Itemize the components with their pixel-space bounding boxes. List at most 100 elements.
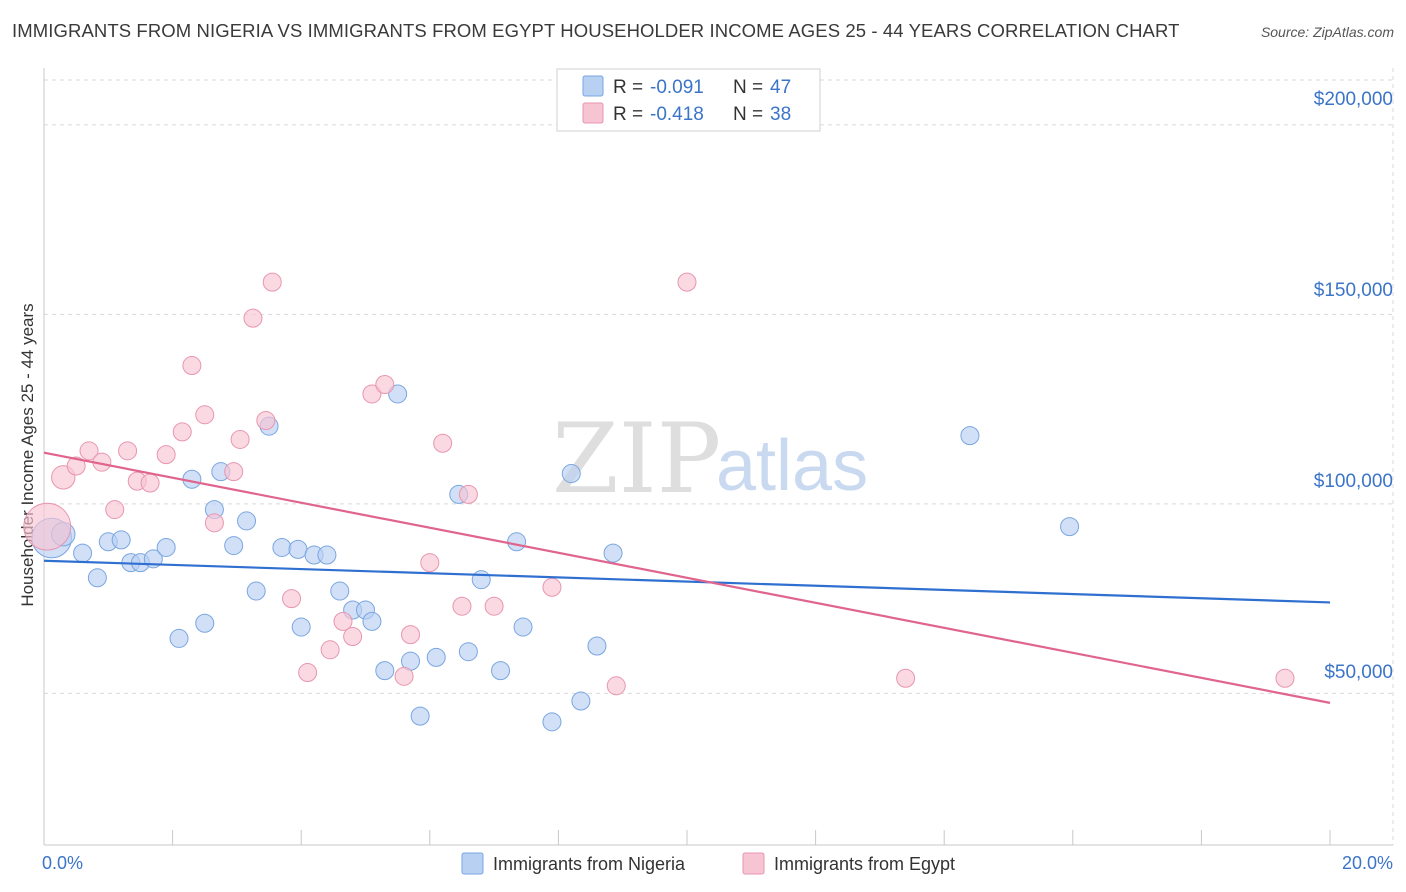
data-point-egypt-3 (79, 441, 99, 461)
data-point-nigeria-20 (288, 539, 308, 559)
data-point-nigeria-5 (111, 530, 131, 550)
data-point-egypt-13 (204, 513, 224, 533)
source-credit: Source: ZipAtlas.com (1260, 24, 1394, 40)
legend-n-label-egypt: N = (733, 104, 763, 125)
data-point-egypt-24 (362, 384, 382, 404)
data-point-nigeria-40 (561, 464, 581, 484)
data-point-nigeria-29 (388, 384, 408, 404)
watermark-atlas: atlas (716, 426, 868, 506)
data-point-nigeria-3 (87, 568, 107, 588)
legend-swatch-nigeria (582, 75, 604, 97)
data-point-egypt-29 (433, 433, 453, 453)
data-point-egypt-8 (140, 473, 160, 493)
data-point-egypt-17 (256, 410, 276, 430)
data-point-egypt-35 (677, 272, 697, 292)
series-legend: Immigrants from Nigeria Immigrants from … (461, 852, 955, 875)
y-tick-label-100000: $100,000 (1314, 471, 1393, 492)
data-point-egypt-2 (66, 456, 86, 476)
data-point-nigeria-35 (471, 570, 491, 590)
legend-swatch-egypt (582, 102, 604, 124)
data-point-egypt-20 (298, 663, 318, 683)
data-point-nigeria-15 (224, 536, 244, 556)
data-point-egypt-23 (343, 627, 363, 647)
data-point-egypt-28 (420, 553, 440, 573)
y-tick-labels: $200,000 $150,000 $100,000 $50,000 (1314, 89, 1393, 683)
legend-n-label-nigeria: N = (733, 77, 763, 98)
data-point-nigeria-24 (330, 581, 350, 601)
data-point-egypt-14 (224, 462, 244, 482)
legend-n-value-egypt: 38 (770, 104, 791, 125)
data-point-egypt-5 (105, 500, 125, 520)
chart-title: IMMIGRANTS FROM NIGERIA VS IMMIGRANTS FR… (12, 20, 1180, 41)
trend-line-egypt (43, 451, 1331, 704)
data-point-nigeria-10 (169, 628, 189, 648)
data-point-nigeria-38 (513, 617, 533, 637)
data-point-nigeria-28 (375, 661, 395, 681)
data-point-nigeria-36 (491, 661, 511, 681)
x-axis-ticks (43, 830, 1331, 845)
data-point-nigeria-45 (1060, 517, 1080, 537)
data-point-nigeria-42 (587, 636, 607, 656)
data-point-egypt-27 (401, 625, 421, 645)
legend-n-value-nigeria: 47 (770, 77, 791, 98)
data-point-egypt-11 (182, 356, 202, 376)
data-point-nigeria-21 (291, 617, 311, 637)
data-point-nigeria-27 (362, 611, 382, 631)
data-point-egypt-19 (282, 589, 302, 609)
series-egypt-points (23, 272, 1295, 696)
data-point-nigeria-16 (237, 511, 257, 531)
data-point-nigeria-34 (458, 642, 478, 662)
data-point-egypt-6 (118, 441, 138, 461)
data-point-nigeria-41 (571, 691, 591, 711)
data-point-egypt-37 (1275, 668, 1295, 688)
data-point-nigeria-19 (272, 537, 292, 557)
watermark: ZIP atlas (552, 403, 868, 515)
data-point-egypt-26 (394, 666, 414, 686)
data-point-egypt-31 (458, 484, 478, 504)
data-point-egypt-18 (262, 272, 282, 292)
legend-r-value-egypt: -0.418 (650, 104, 704, 125)
data-point-nigeria-2 (73, 543, 93, 563)
data-point-egypt-15 (230, 429, 250, 449)
x-tick-label-min: 0.0% (42, 853, 83, 873)
legend-r-label-egypt: R = (613, 104, 643, 125)
data-point-egypt-25 (375, 374, 395, 394)
data-point-egypt-36 (896, 668, 916, 688)
correlation-legend: R = -0.091 N = 47 R = -0.418 N = 38 (556, 68, 821, 132)
y-axis-label: Householder Income Ages 25 - 44 years (18, 303, 37, 606)
legend-r-value-nigeria: -0.091 (650, 77, 704, 98)
y-tick-label-50000: $50,000 (1324, 662, 1393, 683)
data-point-nigeria-43 (603, 543, 623, 563)
trend-line-nigeria (43, 559, 1331, 604)
data-point-egypt-0 (23, 502, 72, 551)
data-point-nigeria-9 (156, 537, 176, 557)
data-point-nigeria-31 (410, 706, 430, 726)
bottom-legend-label-nigeria: Immigrants from Nigeria (493, 854, 686, 874)
bottom-legend-swatch-egypt (742, 852, 765, 875)
data-point-egypt-21 (320, 640, 340, 660)
data-point-egypt-12 (195, 405, 215, 425)
x-tick-label-max: 20.0% (1342, 853, 1393, 873)
data-point-nigeria-37 (507, 532, 527, 552)
data-point-nigeria-39 (542, 712, 562, 732)
data-point-egypt-9 (156, 445, 176, 465)
watermark-zip: ZIP (552, 403, 721, 515)
bottom-legend-swatch-nigeria (461, 852, 484, 875)
data-point-egypt-10 (172, 422, 192, 442)
data-point-nigeria-23 (317, 545, 337, 565)
data-point-egypt-22 (333, 611, 353, 631)
data-point-nigeria-44 (960, 426, 980, 446)
y-tick-label-200000: $200,000 (1314, 89, 1393, 110)
legend-r-label-nigeria: R = (613, 77, 643, 98)
data-point-nigeria-17 (246, 581, 266, 601)
data-point-egypt-16 (243, 308, 263, 328)
data-point-egypt-34 (606, 676, 626, 696)
bottom-legend-label-egypt: Immigrants from Egypt (774, 854, 955, 874)
data-point-egypt-32 (484, 596, 504, 616)
data-point-egypt-33 (542, 577, 562, 597)
y-tick-label-150000: $150,000 (1314, 280, 1393, 301)
data-point-nigeria-32 (426, 647, 446, 667)
data-point-nigeria-12 (195, 613, 215, 633)
data-point-egypt-30 (452, 596, 472, 616)
